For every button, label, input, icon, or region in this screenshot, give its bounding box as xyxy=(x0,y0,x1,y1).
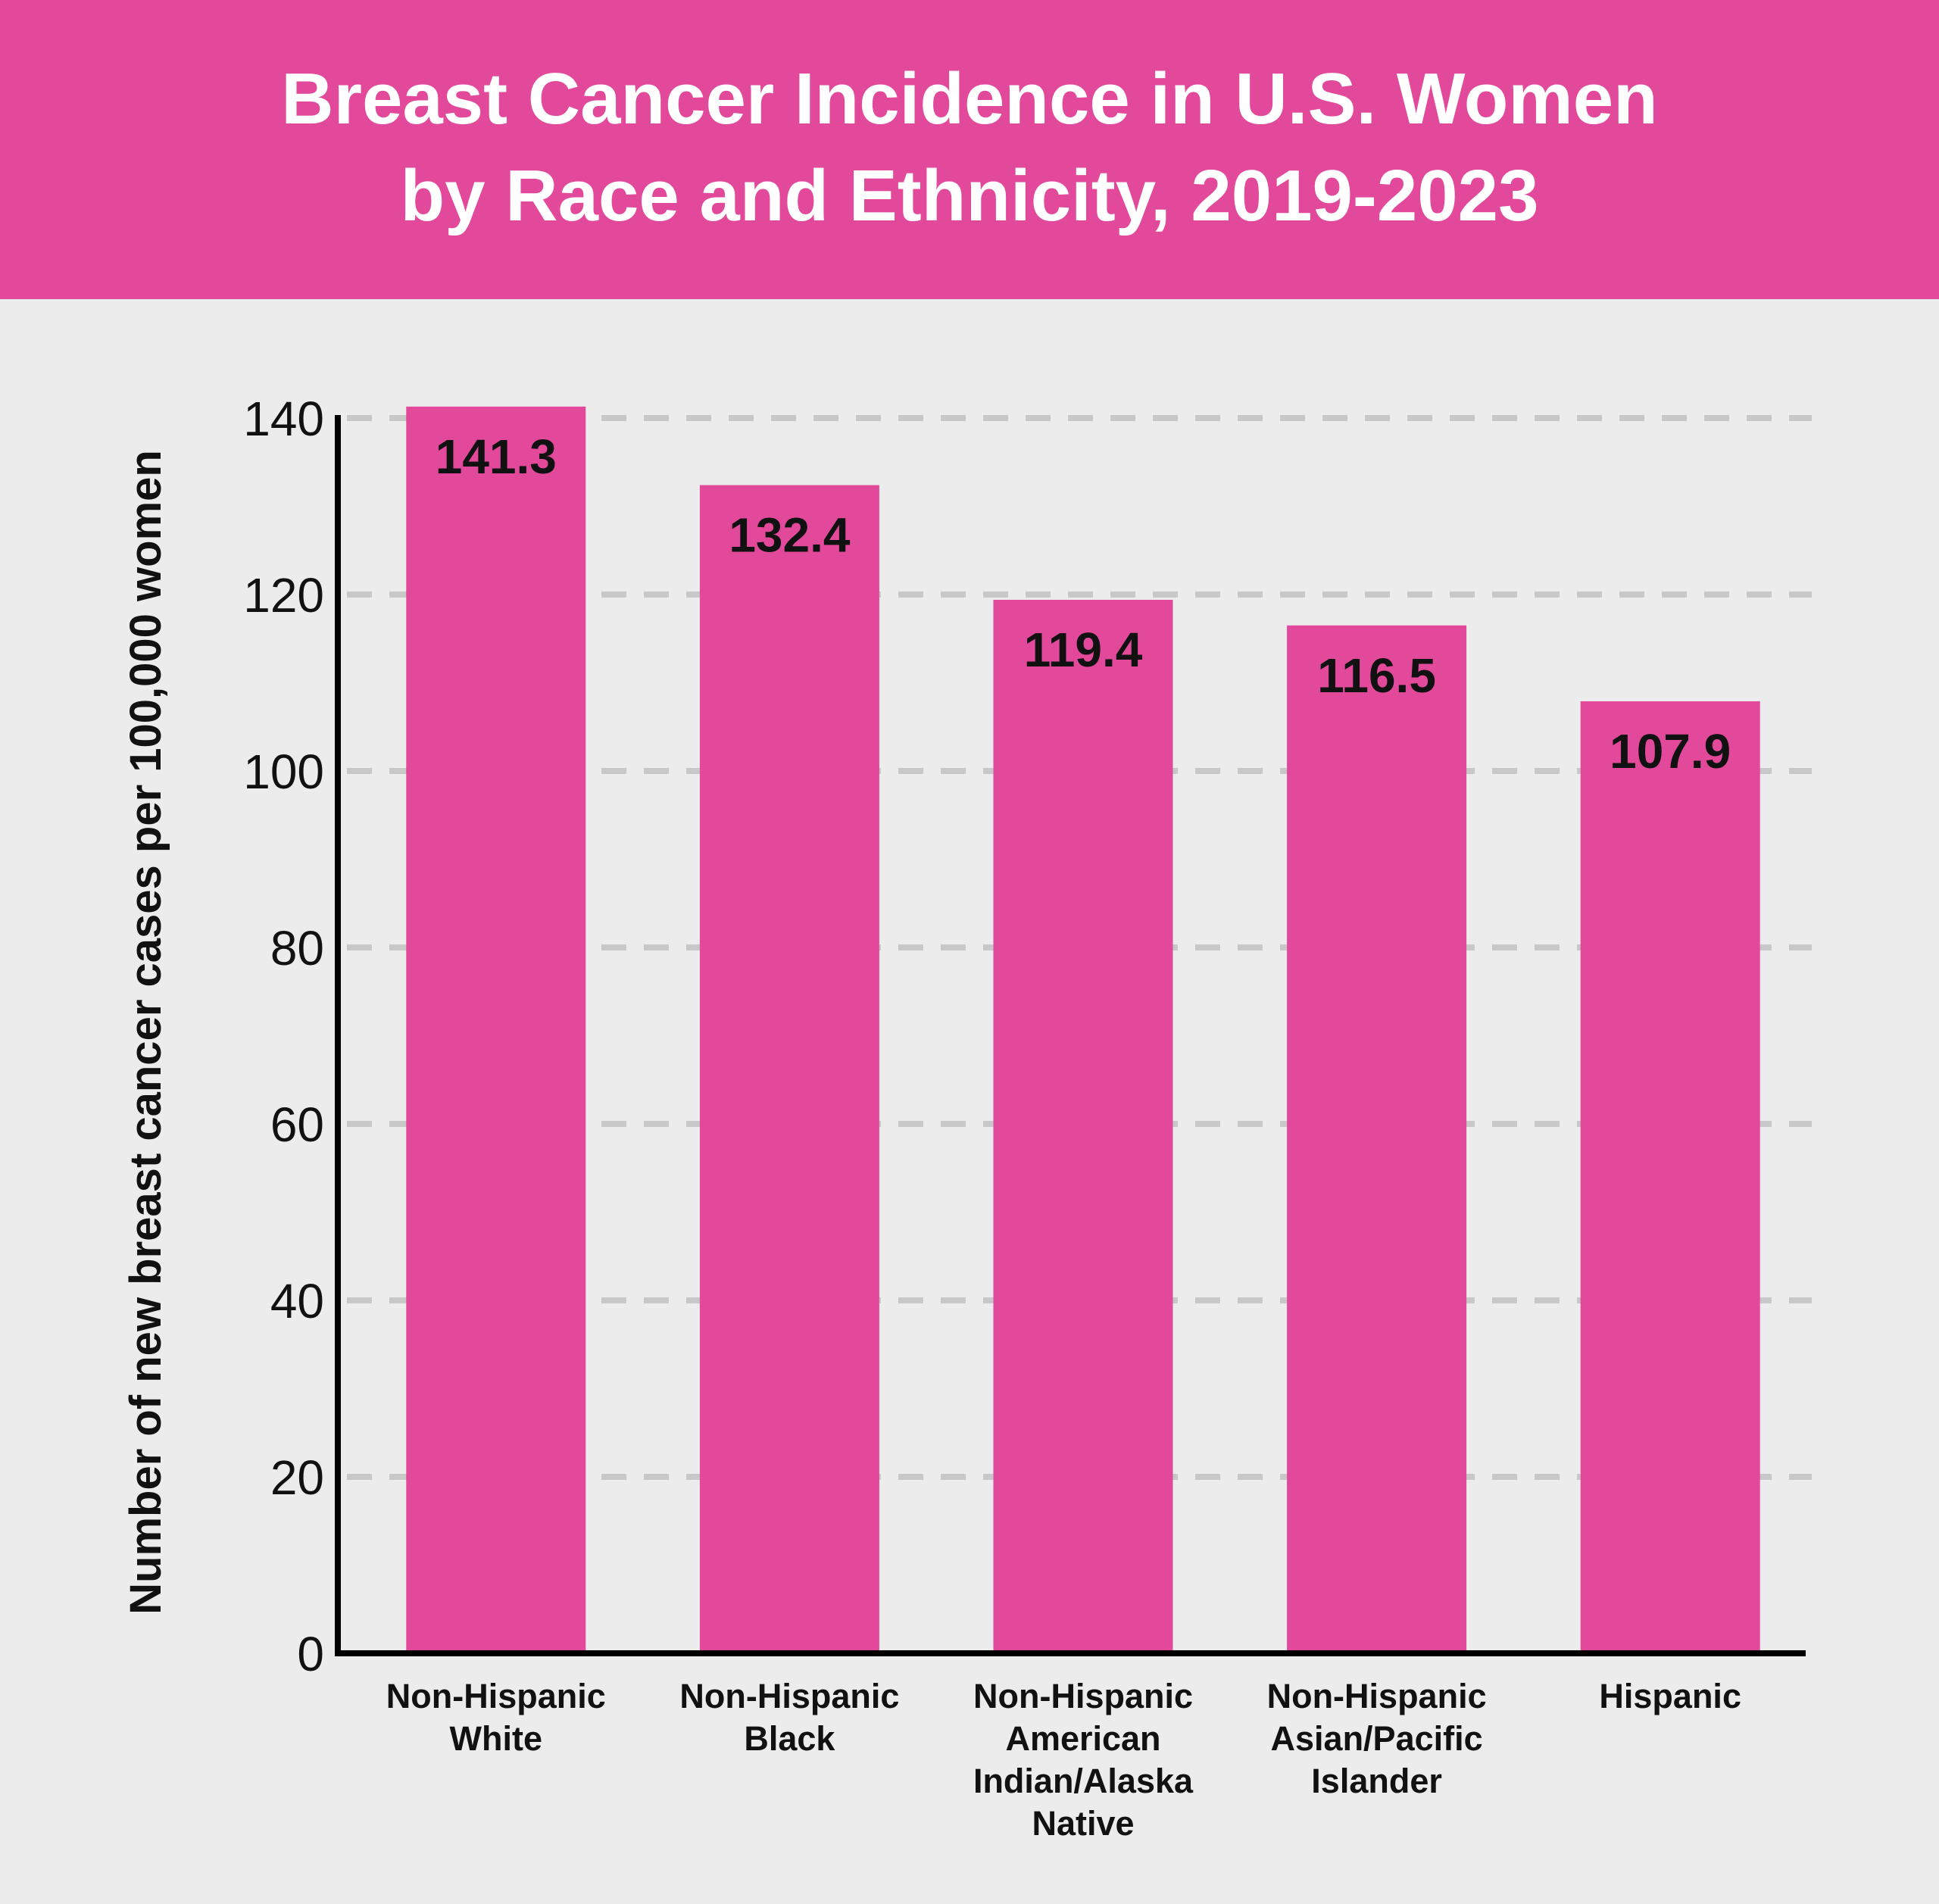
y-tick-label: 0 xyxy=(297,1627,324,1681)
y-tick-label: 120 xyxy=(243,568,324,623)
value-label: 107.9 xyxy=(1610,724,1731,779)
y-tick-label: 20 xyxy=(270,1450,324,1505)
bar xyxy=(993,599,1173,1653)
chart-title: by Race and Ethnicity, 2019-2023 xyxy=(401,155,1539,236)
y-axis-label: Number of new breast cancer cases per 10… xyxy=(121,450,170,1615)
x-tick-label: Non-Hispanic White xyxy=(386,1677,606,1758)
y-tick-label: 140 xyxy=(243,392,324,446)
x-tick-label: Non-Hispanic American Indian/Alaska Nati… xyxy=(973,1677,1194,1843)
value-label: 116.5 xyxy=(1317,648,1436,703)
y-tick-label: 100 xyxy=(243,744,324,799)
bar xyxy=(406,406,586,1653)
y-tick-label: 80 xyxy=(270,921,324,975)
value-label: 132.4 xyxy=(729,508,851,563)
chart-title: Breast Cancer Incidence in U.S. Women xyxy=(281,58,1657,139)
x-tick-label: Non-Hispanic Asian/Pacific Islander xyxy=(1266,1677,1487,1800)
header-band xyxy=(0,0,1939,299)
y-tick-label: 60 xyxy=(270,1097,324,1152)
y-tick-label: 40 xyxy=(270,1274,324,1328)
x-tick-label: Non-Hispanic Black xyxy=(679,1677,900,1758)
x-tick-label: Hispanic xyxy=(1599,1677,1741,1715)
bar xyxy=(1287,625,1467,1653)
bar xyxy=(1580,701,1760,1653)
bar xyxy=(699,485,879,1653)
value-label: 141.3 xyxy=(436,429,557,484)
value-label: 119.4 xyxy=(1024,623,1143,677)
